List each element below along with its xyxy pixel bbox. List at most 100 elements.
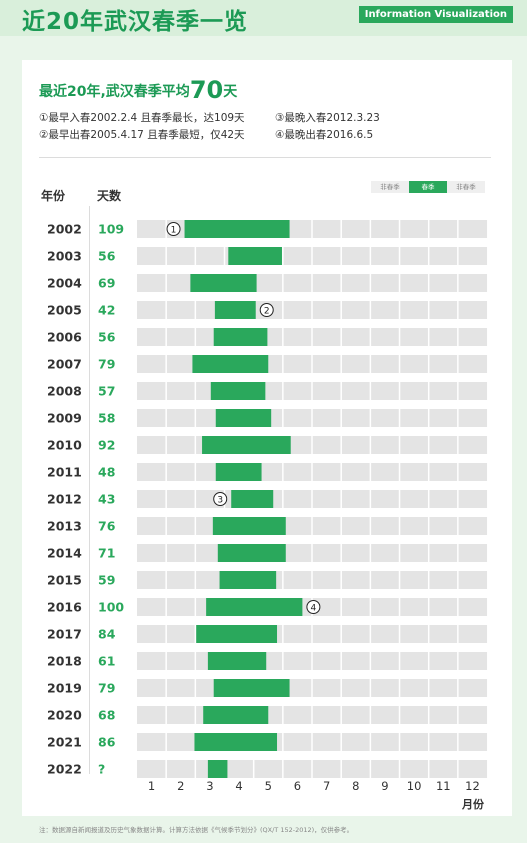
annotation-marker: [213, 492, 228, 506]
spring-bar: [206, 598, 303, 616]
x-tick-label: 8: [352, 779, 359, 793]
spring-bar: [196, 625, 278, 643]
note-latest-start: ③最晚入春2012.3.23: [275, 112, 380, 124]
year-label: 2017: [47, 627, 82, 642]
days-label: 61: [98, 654, 115, 669]
note-earliest-start: ①最早入春2002.2.4 且春季最长，达109天: [39, 112, 245, 124]
days-label: 68: [98, 708, 115, 723]
annotation-marker: [259, 303, 274, 317]
days-label: 79: [98, 681, 115, 696]
x-tick-label: 12: [465, 779, 480, 793]
annotation-marker: [166, 222, 181, 236]
annotation-number: 2: [264, 307, 270, 317]
days-label: 92: [98, 438, 115, 453]
column-separator: [89, 206, 90, 774]
spring-bar: [184, 220, 290, 238]
year-label: 2012: [47, 492, 82, 507]
year-label: 2006: [47, 330, 82, 345]
days-label: 79: [98, 357, 115, 372]
subtitle: 最近20年,武汉春季平均70天: [39, 76, 237, 104]
spring-bar: [215, 409, 272, 427]
days-label: 76: [98, 519, 116, 534]
annotation-marker: [306, 600, 321, 614]
spring-bar: [231, 490, 274, 508]
year-label: 2022: [47, 762, 82, 777]
year-label: 2014: [47, 546, 82, 561]
year-column-header: 年份: [41, 189, 66, 203]
x-tick-label: 10: [407, 779, 422, 793]
annotation-number: 1: [171, 226, 177, 236]
days-column-header: 天数: [97, 189, 122, 203]
days-label: 42: [98, 303, 115, 318]
annotation-number: 4: [311, 604, 317, 614]
note-latest-end: ④最晚出春2016.6.5: [275, 129, 374, 141]
spring-bar: [214, 301, 256, 319]
year-label: 2011: [47, 465, 82, 480]
spring-bar: [207, 760, 228, 778]
spring-bar: [207, 652, 267, 670]
year-label: 2016: [47, 600, 82, 615]
x-tick-label: 11: [436, 779, 451, 793]
x-tick-label: 6: [294, 779, 301, 793]
subtitle-prefix: 最近20年,武汉春季平均: [39, 84, 190, 100]
days-label: 100: [98, 600, 124, 615]
spring-bar: [219, 571, 277, 589]
annotation-number: 3: [217, 496, 223, 506]
spring-bar: [190, 274, 257, 292]
spring-bar: [203, 706, 269, 724]
x-tick-label: 7: [323, 779, 330, 793]
days-label: 59: [98, 573, 115, 588]
legend-non-spring-before: 非春季: [371, 181, 409, 193]
days-label: 86: [98, 735, 116, 750]
x-tick-label: 2: [177, 779, 184, 793]
year-label: 2019: [47, 681, 82, 696]
spring-bar: [194, 733, 278, 751]
spring-bar: [215, 463, 262, 481]
legend-non-spring-after: 非春季: [447, 181, 485, 193]
year-label: 2004: [47, 276, 82, 291]
days-label: 56: [98, 330, 116, 345]
x-tick-label: 1: [148, 779, 155, 793]
days-label: 69: [98, 276, 115, 291]
spring-bar: [228, 247, 282, 265]
days-label: 43: [98, 492, 115, 507]
divider: [39, 157, 491, 158]
footnote: 注：数据源自新闻报道及历史气象数据计算。计算方法依据《气候季节划分》(QX/T …: [39, 826, 354, 834]
spring-bar: [212, 517, 286, 535]
subtitle-suffix: 天: [223, 84, 238, 100]
days-label: 56: [98, 249, 116, 264]
days-label: 84: [98, 627, 116, 642]
days-label: 58: [98, 411, 115, 426]
year-label: 2015: [47, 573, 82, 588]
info-viz-tag: Information Visualization: [358, 6, 513, 23]
spring-bar: [210, 382, 266, 400]
year-label: 2013: [47, 519, 82, 534]
year-label: 2008: [47, 384, 82, 399]
year-label: 2018: [47, 654, 82, 669]
x-unit-label: 月份: [461, 797, 485, 811]
page-title: 近20年武汉春季一览: [22, 9, 249, 35]
days-label: ?: [98, 762, 105, 777]
x-tick-label: 3: [206, 779, 213, 793]
x-tick-label: 5: [265, 779, 272, 793]
year-label: 2005: [47, 303, 82, 318]
days-label: 48: [98, 465, 115, 480]
year-label: 2007: [47, 357, 82, 372]
spring-bar: [213, 679, 290, 697]
days-label: 57: [98, 384, 115, 399]
year-label: 2010: [47, 438, 82, 453]
x-tick-label: 4: [235, 779, 242, 793]
spring-bar: [202, 436, 291, 454]
spring-bar: [213, 328, 268, 346]
note-earliest-end: ②最早出春2005.4.17 且春季最短，仅42天: [39, 129, 245, 141]
year-label: 2003: [47, 249, 82, 264]
spring-bar: [192, 355, 269, 373]
year-label: 2021: [47, 735, 82, 750]
year-label: 2020: [47, 708, 82, 723]
x-tick-label: 9: [381, 779, 388, 793]
subtitle-average: 70: [189, 76, 224, 104]
legend-spring: 春季: [409, 181, 447, 193]
year-label: 2009: [47, 411, 82, 426]
days-label: 109: [98, 222, 124, 237]
